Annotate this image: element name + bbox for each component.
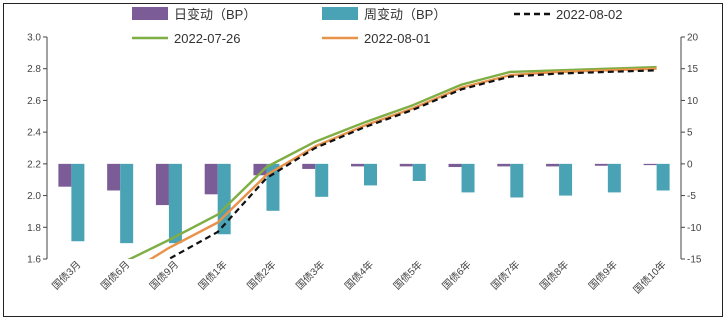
- bar-daily: [497, 163, 511, 167]
- category-label: 国债9月: [147, 258, 181, 292]
- legend: 日变动（BP） 周变动（BP） 2022-08-02 2022-07-26 2022-0…: [132, 7, 623, 46]
- left-tick-label: 3.0: [27, 33, 41, 44]
- bar-daily: [253, 163, 267, 176]
- left-tick-label: 2.4: [27, 128, 41, 139]
- right-tick-label: -5: [687, 191, 696, 202]
- bar-daily: [302, 163, 316, 169]
- bars: [58, 163, 670, 244]
- bar-daily: [448, 163, 462, 168]
- category-label: 国债1年: [195, 258, 229, 292]
- bar-weekly: [315, 163, 329, 197]
- line-series-2022-07-26: [127, 65, 657, 259]
- right-tick-label: 0: [687, 159, 693, 170]
- legend-swatch: [322, 7, 358, 20]
- bar-weekly: [656, 163, 670, 191]
- left-tick-label: 2.6: [27, 96, 41, 107]
- legend-label: 日变动（BP）: [174, 7, 256, 22]
- legend-swatch: [132, 7, 168, 20]
- axes: 3.0 2.8 2.6 2.4 2.2 2.0 1.8 1.6 20 15 10 5 0 -5 -10 -15: [27, 33, 702, 266]
- bar-daily: [204, 163, 218, 195]
- legend-label: 2022-08-01: [364, 31, 431, 46]
- category-labels: 国债3月 国债6月 国债9月 国债1年 国债2年 国债3年 国债4年 国债5年 国债6年 国债7年…: [49, 258, 669, 296]
- left-tick-label: 2.0: [27, 191, 41, 202]
- bar-daily: [399, 163, 413, 167]
- bar-weekly: [217, 163, 231, 235]
- category-label: 国债8年: [537, 258, 571, 292]
- category-label: 国债3年: [293, 258, 327, 292]
- bar-weekly: [461, 163, 475, 193]
- category-label: 国债10年: [630, 258, 668, 296]
- bar-daily: [58, 163, 72, 187]
- category-label: 国债5年: [391, 258, 425, 292]
- bar-weekly: [168, 163, 182, 244]
- line-series-2022-08-02: [166, 69, 657, 259]
- legend-label: 2022-08-02: [556, 7, 623, 22]
- category-label: 国债3月: [49, 258, 83, 292]
- right-tick-label: 5: [687, 128, 693, 139]
- chart-frame: [3, 3, 723, 317]
- category-label: 国债4年: [342, 258, 376, 292]
- bar-weekly: [364, 163, 377, 186]
- bar-daily: [155, 163, 169, 206]
- bar-daily: [107, 163, 121, 191]
- right-tick-label: 10: [687, 96, 699, 107]
- left-tick-label: 1.8: [27, 223, 41, 234]
- bar-weekly: [607, 163, 621, 193]
- category-label: 国债9年: [586, 258, 620, 292]
- left-tick-label: 1.6: [27, 255, 41, 266]
- left-tick-label: 2.2: [27, 159, 41, 170]
- bar-weekly: [510, 163, 524, 198]
- legend-label: 2022-07-26: [174, 31, 241, 46]
- category-label: 国债7年: [488, 258, 522, 292]
- right-tick-label: -15: [687, 255, 702, 266]
- bar-daily: [351, 163, 364, 167]
- category-label: 国债2年: [244, 258, 278, 292]
- legend-label: 周变动（BP）: [364, 7, 446, 22]
- category-label: 国债6年: [439, 258, 473, 292]
- bar-daily: [546, 163, 560, 167]
- bar-weekly: [71, 163, 85, 242]
- bar-daily: [594, 163, 608, 166]
- category-label: 国债6月: [98, 258, 132, 292]
- bar-daily: [643, 163, 657, 166]
- right-tick-label: 15: [687, 64, 699, 75]
- left-tick-label: 2.8: [27, 64, 41, 75]
- lines: [127, 65, 657, 259]
- bar-weekly: [559, 163, 573, 196]
- bar-weekly: [120, 163, 134, 244]
- line-series-2022-08-01: [148, 67, 657, 259]
- bar-weekly: [412, 163, 426, 181]
- right-tick-label: 20: [687, 33, 699, 44]
- right-tick-label: -10: [687, 223, 702, 234]
